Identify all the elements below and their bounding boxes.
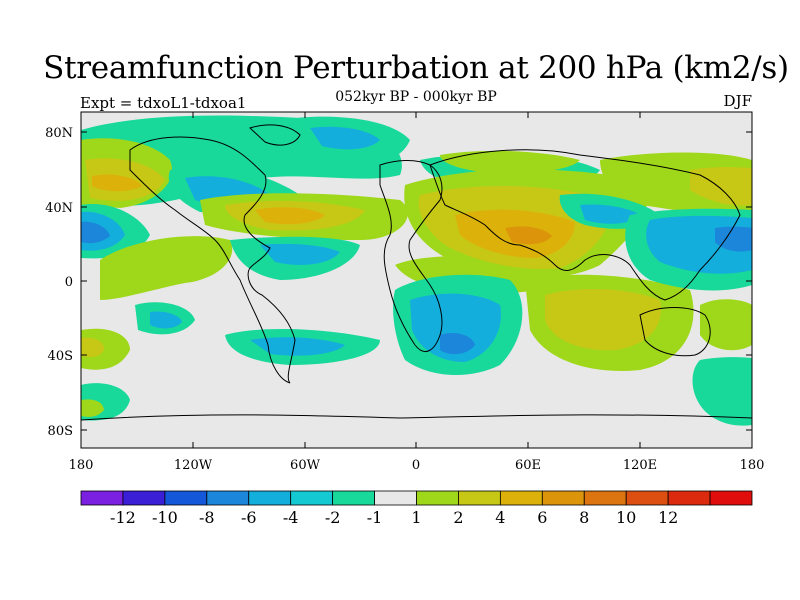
contour-band	[505, 226, 552, 245]
colorbar-swatch	[499, 490, 543, 506]
colorbar-swatch	[667, 490, 711, 506]
colorbar-label: 4	[495, 508, 505, 527]
colorbar-label: 8	[579, 508, 589, 527]
contour-field	[81, 112, 752, 448]
contour-band	[410, 293, 501, 362]
lat-tick-label: 40N	[45, 201, 73, 216]
lon-tick-label: 60E	[515, 458, 541, 473]
map-title: Streamfunction Perturbation at 200 hPa (…	[43, 50, 789, 86]
colorbar-label: -4	[283, 508, 299, 527]
contour-band	[545, 288, 661, 351]
lon-tick-label: 180	[69, 458, 94, 473]
coastlines	[81, 124, 752, 421]
colorbar-label: 10	[616, 508, 636, 527]
colorbar-label: -2	[325, 508, 341, 527]
lon-tick-label: 120E	[623, 458, 657, 473]
colorbar-swatch	[290, 490, 334, 506]
colorbar-swatch	[122, 490, 166, 506]
colorbar-swatch	[206, 490, 250, 506]
map-subtitle: 052kyr BP - 000kyr BP	[335, 89, 497, 105]
lon-tick-label: 0	[412, 458, 420, 473]
contour-band	[150, 311, 182, 329]
colorbar-label: -12	[110, 508, 136, 527]
contour-band	[260, 243, 340, 265]
longitude-axis: 180 120W 60W 0 60E 120E 180	[69, 112, 765, 473]
contour-band	[92, 174, 142, 192]
colorbar-swatch	[709, 490, 753, 506]
lon-tick-label: 60W	[290, 458, 321, 473]
season-label: DJF	[723, 92, 752, 110]
colorbar-swatch	[625, 490, 669, 506]
contour-band	[690, 167, 752, 206]
lat-tick-label: 40S	[48, 349, 73, 364]
colorbar-label: 12	[658, 508, 678, 527]
contour-band	[715, 226, 752, 252]
colorbar: -12 -10 -8 -6 -4 -2 -1 1 2 4 6 8 10 12	[80, 490, 753, 527]
contour-band	[692, 357, 752, 426]
contour-band	[310, 126, 380, 150]
colorbar-swatch	[164, 490, 208, 506]
contour-band	[700, 299, 752, 351]
colorbar-label: -8	[199, 508, 215, 527]
lon-tick-label: 180	[740, 458, 765, 473]
contour-band	[580, 204, 642, 224]
colorbar-label: 2	[453, 508, 463, 527]
lat-tick-label: 80S	[48, 424, 73, 439]
colorbar-label: -1	[367, 508, 383, 527]
colorbar-swatch	[416, 490, 459, 506]
colorbar-swatch	[458, 490, 501, 506]
contour-band	[81, 399, 104, 417]
lon-tick-label: 120W	[174, 458, 213, 473]
contour-band	[100, 236, 233, 300]
contour-band	[81, 221, 110, 244]
contour-band	[440, 150, 580, 174]
latitude-axis: 80N 40N 0 40S 80S	[45, 126, 752, 439]
colorbar-swatch	[583, 490, 627, 506]
contour-band	[81, 337, 105, 358]
contour-band	[250, 337, 345, 356]
lat-tick-label: 0	[65, 275, 73, 290]
colorbar-label: -6	[241, 508, 257, 527]
experiment-label: Expt = tdxoL1-tdxoa1	[80, 94, 247, 112]
lat-tick-label: 80N	[45, 126, 73, 141]
contour-band	[255, 207, 325, 225]
colorbar-swatch	[332, 490, 375, 506]
colorbar-swatch	[80, 490, 124, 506]
colorbar-swatch	[541, 490, 585, 506]
colorbar-swatch	[248, 490, 292, 506]
colorbar-label: -10	[152, 508, 178, 527]
colorbar-label: 6	[537, 508, 547, 527]
colorbar-label: 1	[411, 508, 421, 527]
colorbar-swatch	[374, 490, 417, 506]
contour-band	[440, 333, 475, 355]
